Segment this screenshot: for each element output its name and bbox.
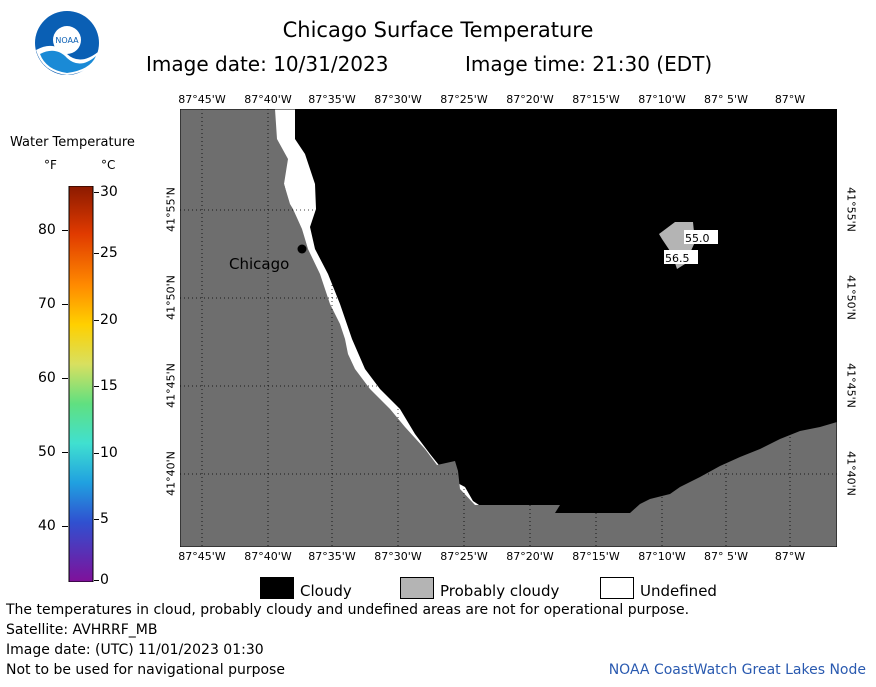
credit-link[interactable]: NOAA CoastWatch Great Lakes Node	[608, 662, 866, 678]
temperature-map: Chicago 55.0 56.5	[180, 109, 837, 547]
longitude-label: 87°40'W	[244, 550, 292, 563]
city-label: Chicago	[229, 255, 289, 273]
longitude-label: 87°45'W	[178, 93, 226, 106]
land-area	[180, 109, 837, 547]
celsius-tick-mark	[94, 192, 99, 193]
cloudy-label: Cloudy	[300, 582, 352, 600]
svg-text:NOAA: NOAA	[55, 36, 79, 45]
temperature-color-scale	[68, 186, 94, 582]
temperature-reading: 56.5	[665, 252, 690, 265]
longitude-label: 87°15'W	[572, 93, 620, 106]
longitude-label: 87°15'W	[572, 550, 620, 563]
scale-unit-f: °F	[44, 158, 57, 172]
latitude-label: 41°50'N	[844, 275, 858, 320]
celsius-tick: 10	[100, 445, 118, 461]
latitude-label: 41°55'N	[164, 187, 178, 232]
longitude-label: 87° 5'W	[704, 93, 748, 106]
longitude-label: 87°25'W	[440, 93, 488, 106]
probably-cloudy-label: Probably cloudy	[440, 582, 560, 600]
noaa-logo: NOAA	[35, 11, 99, 75]
undefined-swatch	[600, 577, 634, 599]
temperature-reading: 55.0	[685, 232, 710, 245]
celsius-tick-mark	[94, 320, 99, 321]
longitude-label: 87°10'W	[638, 550, 686, 563]
latitude-label: 41°45'N	[844, 363, 858, 408]
celsius-tick: 20	[100, 312, 118, 328]
undefined-area	[275, 109, 485, 514]
celsius-tick-mark	[94, 386, 99, 387]
celsius-tick-mark	[94, 253, 99, 254]
disclaimer-note: The temperatures in cloud, probably clou…	[6, 602, 690, 618]
scale-unit-c: °C	[101, 158, 116, 172]
celsius-tick-mark	[94, 519, 99, 520]
navigation-note: Not to be used for navigational purpose	[6, 662, 285, 678]
image-date: Image date: 10/31/2023	[146, 52, 389, 76]
longitude-label: 87°20'W	[506, 93, 554, 106]
celsius-tick: 30	[100, 184, 118, 200]
latitude-label: 41°45'N	[164, 363, 178, 408]
fahrenheit-tick-mark	[62, 526, 68, 527]
fahrenheit-tick: 50	[38, 444, 56, 460]
latitude-label: 41°40'N	[164, 451, 178, 496]
longitude-label: 87° 5'W	[704, 550, 748, 563]
fahrenheit-tick-mark	[62, 304, 68, 305]
celsius-tick: 25	[100, 245, 118, 261]
longitude-label: 87°45'W	[178, 550, 226, 563]
longitude-label: 87°25'W	[440, 550, 488, 563]
longitude-label: 87°40'W	[244, 93, 292, 106]
fahrenheit-tick: 40	[38, 518, 56, 534]
cloudy-swatch	[260, 577, 294, 599]
utc-date-note: Image date: (UTC) 11/01/2023 01:30	[6, 642, 264, 658]
undefined-label: Undefined	[640, 582, 717, 600]
fahrenheit-tick: 70	[38, 296, 56, 312]
longitude-label: 87°10'W	[638, 93, 686, 106]
fahrenheit-tick-mark	[62, 452, 68, 453]
latitude-label: 41°40'N	[844, 451, 858, 496]
latitude-label: 41°50'N	[164, 275, 178, 320]
image-time: Image time: 21:30 (EDT)	[465, 52, 713, 76]
longitude-label: 87°20'W	[506, 550, 554, 563]
longitude-label: 87°W	[774, 93, 806, 106]
longitude-label: 87°30'W	[374, 93, 422, 106]
celsius-tick: 0	[100, 572, 109, 588]
celsius-tick: 15	[100, 378, 118, 394]
chicago-marker	[297, 244, 307, 254]
longitude-label: 87°35'W	[308, 93, 356, 106]
fahrenheit-tick: 80	[38, 222, 56, 238]
celsius-tick-mark	[94, 580, 99, 581]
fahrenheit-tick-mark	[62, 230, 68, 231]
probably-cloudy-swatch	[400, 577, 434, 599]
longitude-label: 87°35'W	[308, 550, 356, 563]
latitude-label: 41°55'N	[844, 187, 858, 232]
longitude-label: 87°30'W	[374, 550, 422, 563]
satellite-note: Satellite: AVHRRF_MB	[6, 622, 158, 638]
celsius-tick-mark	[94, 453, 99, 454]
fahrenheit-tick-mark	[62, 378, 68, 379]
longitude-label: 87°W	[774, 550, 806, 563]
celsius-tick: 5	[100, 511, 109, 527]
fahrenheit-tick: 60	[38, 370, 56, 386]
page-title: Chicago Surface Temperature	[282, 18, 594, 42]
scale-title: Water Temperature	[10, 135, 135, 150]
